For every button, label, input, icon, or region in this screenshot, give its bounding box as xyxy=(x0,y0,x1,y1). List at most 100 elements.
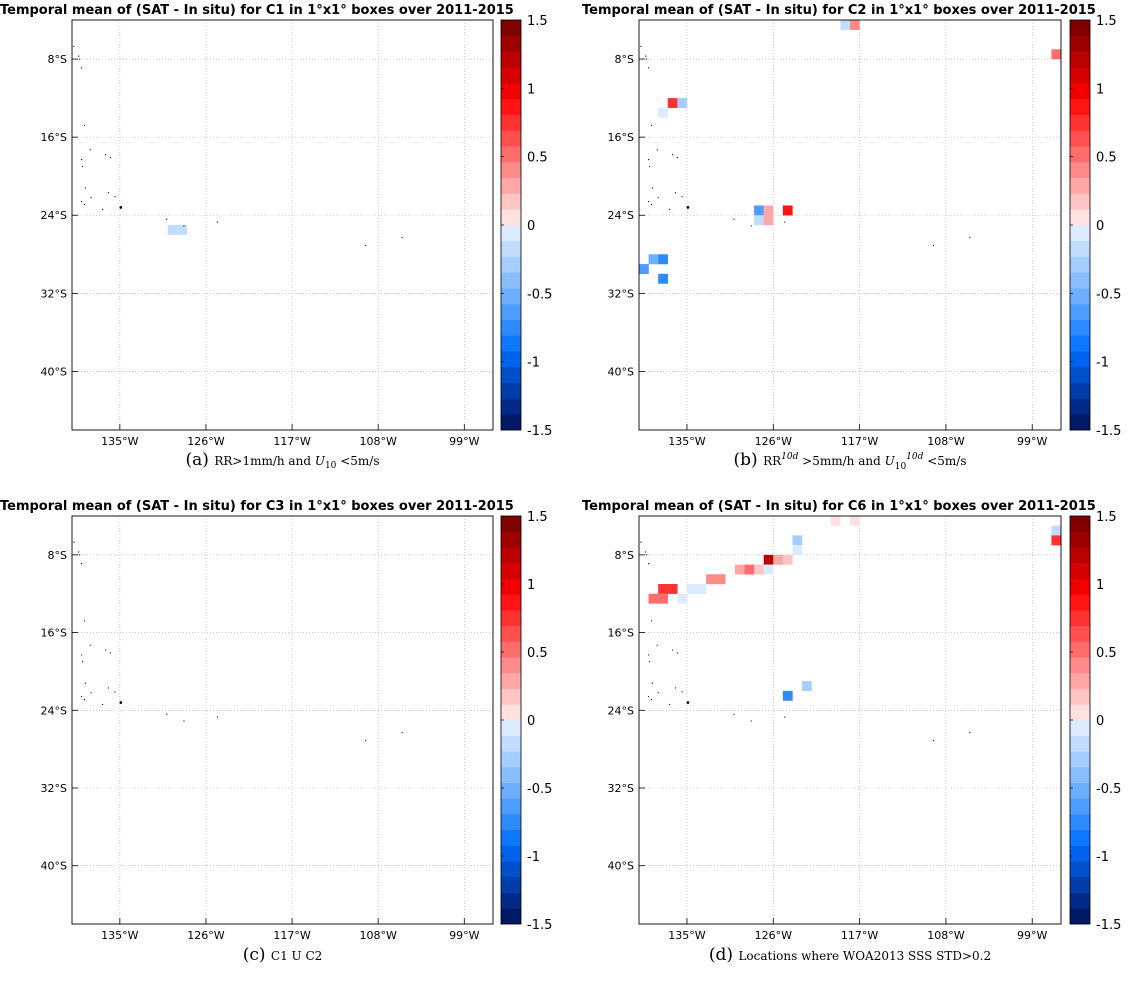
colorbar-step xyxy=(1070,319,1090,336)
colorbar-step xyxy=(501,688,521,705)
y-tick-label: 24°S xyxy=(608,704,634,717)
x-tick-label: 117°W xyxy=(273,435,310,448)
heatmap-cell xyxy=(773,554,784,565)
y-tick-label: 24°S xyxy=(41,704,67,717)
island-dot xyxy=(681,196,683,198)
x-tick-label: 135°W xyxy=(668,929,705,942)
colorbar-step xyxy=(1070,641,1090,658)
colorbar-step xyxy=(501,67,521,84)
island-dot xyxy=(80,654,83,656)
colorbar-step xyxy=(1070,908,1090,925)
caption-symbol: U xyxy=(315,454,326,468)
island-dot xyxy=(932,244,935,247)
caption-text: <5m/s xyxy=(336,454,379,468)
panel-title: Temporal mean of (SAT - In situ) for C2 … xyxy=(582,3,1096,18)
heatmap-cell xyxy=(648,593,659,604)
island-dot xyxy=(78,55,80,57)
island-dot xyxy=(166,218,168,220)
colorbar-step xyxy=(501,531,521,548)
heatmap-cell xyxy=(792,545,803,556)
caption-letter: (a) xyxy=(186,450,215,470)
island-dot xyxy=(671,649,674,651)
colorbar-tick-label: 0 xyxy=(1096,219,1104,234)
colorbar-tick-label: 1 xyxy=(1096,578,1104,593)
colorbar-step xyxy=(1070,288,1090,305)
caption-letter: (d) xyxy=(709,945,739,965)
panel-caption: (a) RR>1mm/h and U10 <5m/s xyxy=(186,450,380,471)
colorbar-step xyxy=(1070,735,1090,752)
x-tick-label: 126°W xyxy=(187,435,224,448)
heatmap-cell xyxy=(754,215,764,226)
y-tick-label: 24°S xyxy=(608,209,634,222)
island-dot xyxy=(647,67,650,69)
colorbar-step xyxy=(1070,414,1090,431)
plot-frame xyxy=(638,19,1062,431)
panel-a: Temporal mean of (SAT - In situ) for C1 … xyxy=(0,3,552,471)
island-dot xyxy=(104,649,107,651)
colorbar-step xyxy=(501,594,521,611)
colorbar-step xyxy=(1070,657,1090,674)
colorbar-step xyxy=(501,657,521,674)
colorbar-step xyxy=(1070,531,1090,548)
x-tick-label: 99°W xyxy=(449,435,479,448)
y-tick-label: 8°S xyxy=(615,53,634,66)
colorbar-tick-label: 1.5 xyxy=(1096,510,1117,525)
colorbar-step xyxy=(501,798,521,815)
island-dot xyxy=(647,696,650,698)
heatmap-cell xyxy=(850,516,860,526)
colorbar-step xyxy=(501,83,521,100)
colorbar-tick-label: 0.5 xyxy=(1096,151,1117,166)
island-dot xyxy=(401,237,403,239)
y-tick-label: 32°S xyxy=(41,287,67,300)
island-dot xyxy=(365,739,367,742)
heatmap-cell xyxy=(782,690,793,701)
y-tick-label: 32°S xyxy=(608,782,634,795)
island-dot xyxy=(80,200,83,203)
island-dot xyxy=(216,716,219,718)
x-tick-label: 126°W xyxy=(755,435,792,448)
island-dot xyxy=(647,158,650,161)
colorbar-step xyxy=(501,51,521,68)
island-dot xyxy=(646,554,648,556)
colorbar-tick-label: -0.5 xyxy=(1096,782,1121,797)
colorbar-tick-label: 1.5 xyxy=(527,14,548,29)
island-dot xyxy=(80,67,83,69)
island-dot xyxy=(681,691,683,693)
island-dot xyxy=(107,687,109,689)
island-dot xyxy=(73,541,75,543)
heatmap-cell xyxy=(177,225,188,235)
y-tick-label: 24°S xyxy=(41,209,67,222)
colorbar-tick-label: -1.5 xyxy=(527,918,552,933)
island-dot xyxy=(645,551,647,553)
x-tick-label: 108°W xyxy=(927,435,964,448)
y-tick-label: 16°S xyxy=(41,131,67,144)
caption-letter: (b) xyxy=(734,450,764,470)
island-dot xyxy=(166,713,168,715)
colorbar-step xyxy=(501,98,521,115)
island-dot xyxy=(932,739,935,742)
island-dot xyxy=(401,732,403,734)
heatmap-cell xyxy=(1051,49,1062,60)
colorbar-step xyxy=(501,319,521,336)
y-tick-label: 32°S xyxy=(608,287,634,300)
colorbar-tick-label: 1 xyxy=(527,578,535,593)
island-dot xyxy=(784,716,786,718)
heatmap-cell xyxy=(782,554,793,565)
island-dot xyxy=(80,563,83,565)
colorbar-step xyxy=(501,20,521,37)
heatmap-cell xyxy=(840,20,851,30)
caption-text: RR>1mm/h and xyxy=(214,454,314,468)
island-dot xyxy=(640,45,642,47)
island-dot xyxy=(89,149,91,151)
caption-text: >5mm/h and xyxy=(798,454,884,468)
heatmap-cell xyxy=(677,593,688,604)
colorbar-step xyxy=(1070,240,1090,257)
island-dot xyxy=(733,713,735,715)
heatmap-cell xyxy=(763,205,774,216)
caption-superscript: 10d xyxy=(906,452,923,462)
colorbar-step xyxy=(1070,35,1090,52)
heatmap-cell xyxy=(658,584,668,594)
island-dot xyxy=(83,699,86,701)
colorbar-step xyxy=(501,303,521,320)
island-dot xyxy=(650,699,653,701)
